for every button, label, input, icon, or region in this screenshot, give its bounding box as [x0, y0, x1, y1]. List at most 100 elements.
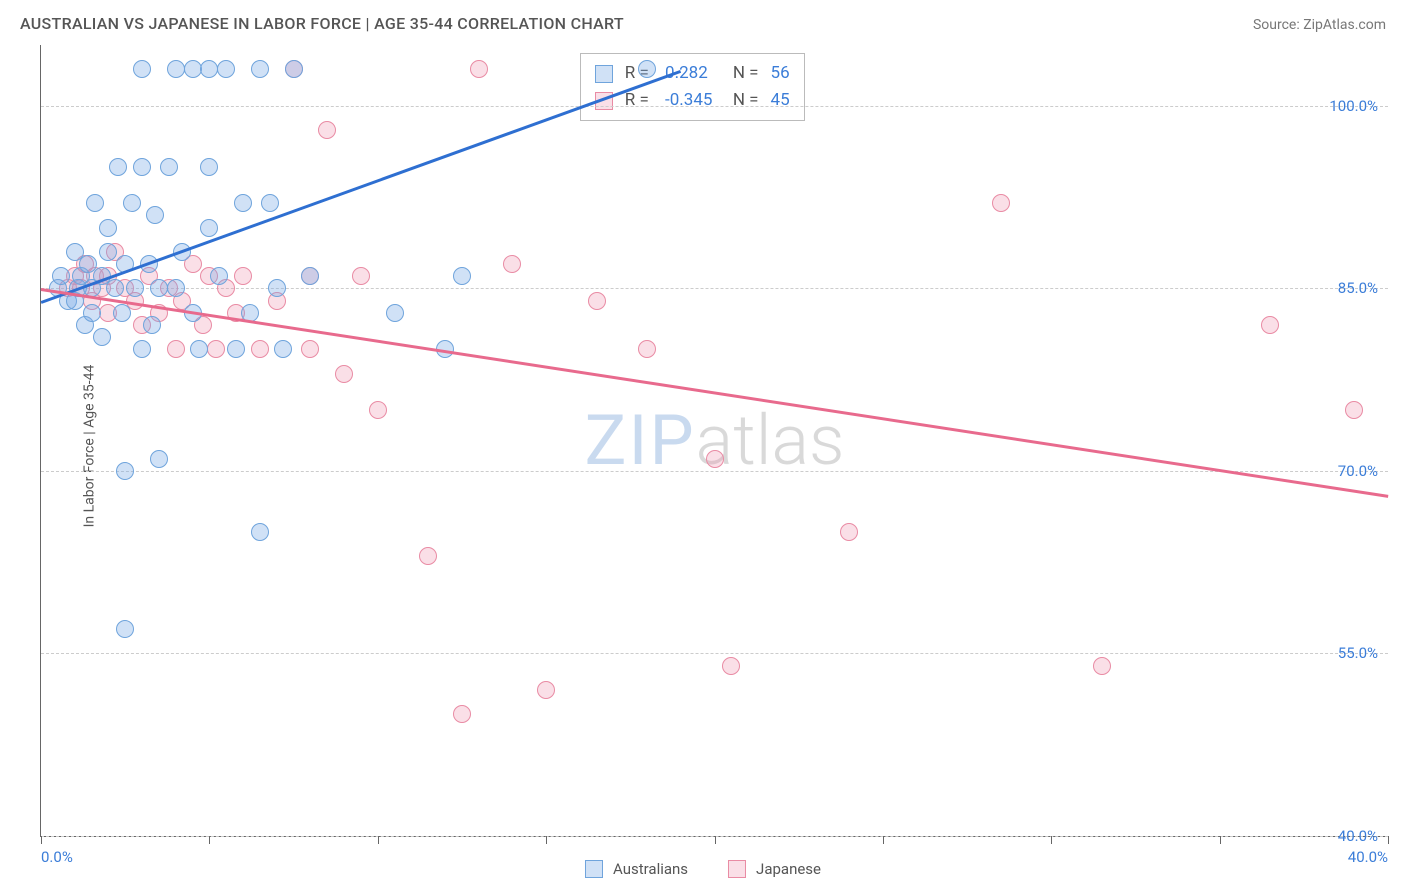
corr-n-value: 45: [771, 87, 790, 114]
gridline-h: [41, 653, 1388, 654]
point-australian: [146, 206, 164, 224]
point-japanese: [301, 340, 319, 358]
corr-r-value: -0.345: [661, 87, 721, 114]
point-australian: [268, 279, 286, 297]
point-australian: [453, 267, 471, 285]
point-australian: [99, 243, 117, 261]
point-japanese: [706, 450, 724, 468]
corr-swatch: [595, 65, 613, 83]
point-australian: [638, 60, 656, 78]
point-australian: [133, 340, 151, 358]
point-japanese: [638, 340, 656, 358]
point-australian: [116, 462, 134, 480]
point-australian: [133, 158, 151, 176]
point-australian: [52, 267, 70, 285]
point-australian: [200, 60, 218, 78]
point-japanese: [470, 60, 488, 78]
point-japanese: [537, 681, 555, 699]
point-australian: [93, 328, 111, 346]
ytick-label: 100.0%: [1329, 97, 1378, 115]
legend-item-australians: Australians: [585, 860, 688, 878]
xtick: [546, 836, 547, 844]
point-japanese: [722, 657, 740, 675]
point-australian: [190, 340, 208, 358]
point-australian: [126, 279, 144, 297]
xtick-label: 0.0%: [41, 848, 73, 866]
point-australian: [83, 304, 101, 322]
xtick: [1051, 836, 1052, 844]
point-australian: [200, 158, 218, 176]
point-australian: [133, 60, 151, 78]
xtick: [209, 836, 210, 844]
point-japanese: [207, 340, 225, 358]
point-australian: [386, 304, 404, 322]
point-australian: [301, 267, 319, 285]
xtick-label: 40.0%: [1348, 848, 1388, 866]
point-japanese: [840, 523, 858, 541]
point-japanese: [234, 267, 252, 285]
point-australian: [143, 316, 161, 334]
point-australian: [99, 219, 117, 237]
point-australian: [86, 194, 104, 212]
point-australian: [217, 60, 235, 78]
corr-row: R = 0.282N =56: [595, 60, 790, 87]
point-australian: [106, 279, 124, 297]
point-japanese: [369, 401, 387, 419]
point-australian: [167, 279, 185, 297]
point-australian: [251, 60, 269, 78]
point-japanese: [335, 365, 353, 383]
point-australian: [150, 279, 168, 297]
point-australian: [167, 60, 185, 78]
legend-label-japanese: Japanese: [756, 860, 821, 878]
ytick-label: 85.0%: [1338, 279, 1378, 297]
xtick: [1388, 836, 1389, 844]
watermark-atlas: atlas: [696, 400, 845, 482]
legend-label-australians: Australians: [613, 860, 688, 878]
point-australian: [285, 60, 303, 78]
chart-header: AUSTRALIAN VS JAPANESE IN LABOR FORCE | …: [0, 0, 1406, 41]
point-japanese: [992, 194, 1010, 212]
point-japanese: [503, 255, 521, 273]
corr-n-value: 56: [771, 60, 790, 87]
corr-n-label: N =: [733, 87, 759, 114]
legend-bottom: Australians Japanese: [585, 860, 821, 878]
point-japanese: [1345, 401, 1363, 419]
point-australian: [123, 194, 141, 212]
chart-title: AUSTRALIAN VS JAPANESE IN LABOR FORCE | …: [20, 14, 624, 33]
point-australian: [234, 194, 252, 212]
point-japanese: [588, 292, 606, 310]
xtick: [41, 836, 42, 844]
point-japanese: [352, 267, 370, 285]
point-japanese: [251, 340, 269, 358]
point-australian: [251, 523, 269, 541]
point-japanese: [1093, 657, 1111, 675]
point-australian: [227, 340, 245, 358]
watermark-zip: ZIP: [585, 400, 696, 482]
point-australian: [160, 158, 178, 176]
point-japanese: [167, 340, 185, 358]
point-australian: [116, 620, 134, 638]
watermark: ZIPatlas: [585, 400, 845, 482]
point-australian: [113, 304, 131, 322]
plot-area: ZIPatlas R = 0.282N =56R = -0.345N =45 1…: [40, 45, 1388, 837]
point-australian: [274, 340, 292, 358]
point-japanese: [1261, 316, 1279, 334]
point-australian: [210, 267, 228, 285]
xtick: [1220, 836, 1221, 844]
xtick: [378, 836, 379, 844]
gridline-h: [41, 471, 1388, 472]
correlation-legend-box: R = 0.282N =56R = -0.345N =45: [580, 53, 805, 121]
point-australian: [109, 158, 127, 176]
point-japanese: [453, 705, 471, 723]
point-australian: [150, 450, 168, 468]
point-australian: [184, 60, 202, 78]
chart-source: Source: ZipAtlas.com: [1253, 17, 1386, 33]
point-australian: [261, 194, 279, 212]
gridline-h: [41, 106, 1388, 107]
point-japanese: [318, 121, 336, 139]
ytick-label: 40.0%: [1338, 827, 1378, 845]
ytick-label: 70.0%: [1338, 462, 1378, 480]
xtick: [715, 836, 716, 844]
gridline-h: [41, 288, 1388, 289]
xtick: [883, 836, 884, 844]
